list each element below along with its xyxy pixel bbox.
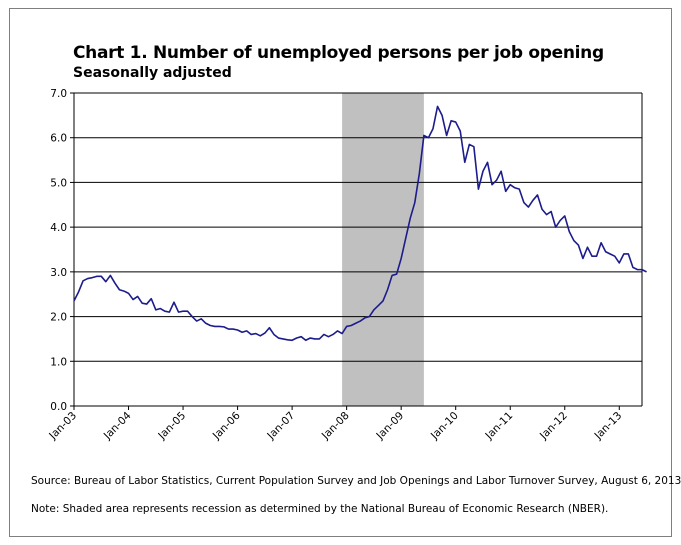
y-tick-label: 6.0: [50, 133, 67, 145]
recession-shade: [342, 93, 424, 406]
y-tick-label: 7.0: [50, 88, 67, 100]
x-tick-label: Jan-08: [319, 410, 352, 443]
x-tick-label: Jan-06: [210, 409, 243, 442]
source-note: Source: Bureau of Labor Statistics, Curr…: [31, 475, 681, 487]
y-tick-label: 5.0: [50, 177, 67, 189]
chart-title: Chart 1. Number of unemployed persons pe…: [73, 43, 604, 63]
recession-shading-note: Note: Shaded area represents recession a…: [31, 503, 609, 515]
x-tick-label: Jan-11: [483, 410, 516, 443]
x-tick-label: Jan-09: [374, 410, 407, 443]
x-tick-label: Jan-03: [46, 410, 79, 443]
series-line: [73, 105, 647, 342]
x-tick-label: Jan-10: [428, 410, 461, 443]
y-tick-label: 0.0: [50, 401, 67, 413]
chart-subtitle: Seasonally adjusted: [73, 65, 232, 81]
x-tick-label: Jan-13: [592, 410, 625, 443]
x-tick-label: Jan-04: [101, 409, 134, 442]
y-tick-label: 3.0: [50, 267, 67, 279]
x-tick-label: Jan-12: [537, 410, 570, 443]
x-tick-label: Jan-05: [155, 410, 188, 443]
y-tick-label: 1.0: [50, 356, 67, 368]
y-tick-label: 2.0: [50, 312, 67, 324]
x-tick-label: Jan-07: [264, 410, 297, 443]
y-tick-label: 4.0: [50, 222, 67, 234]
